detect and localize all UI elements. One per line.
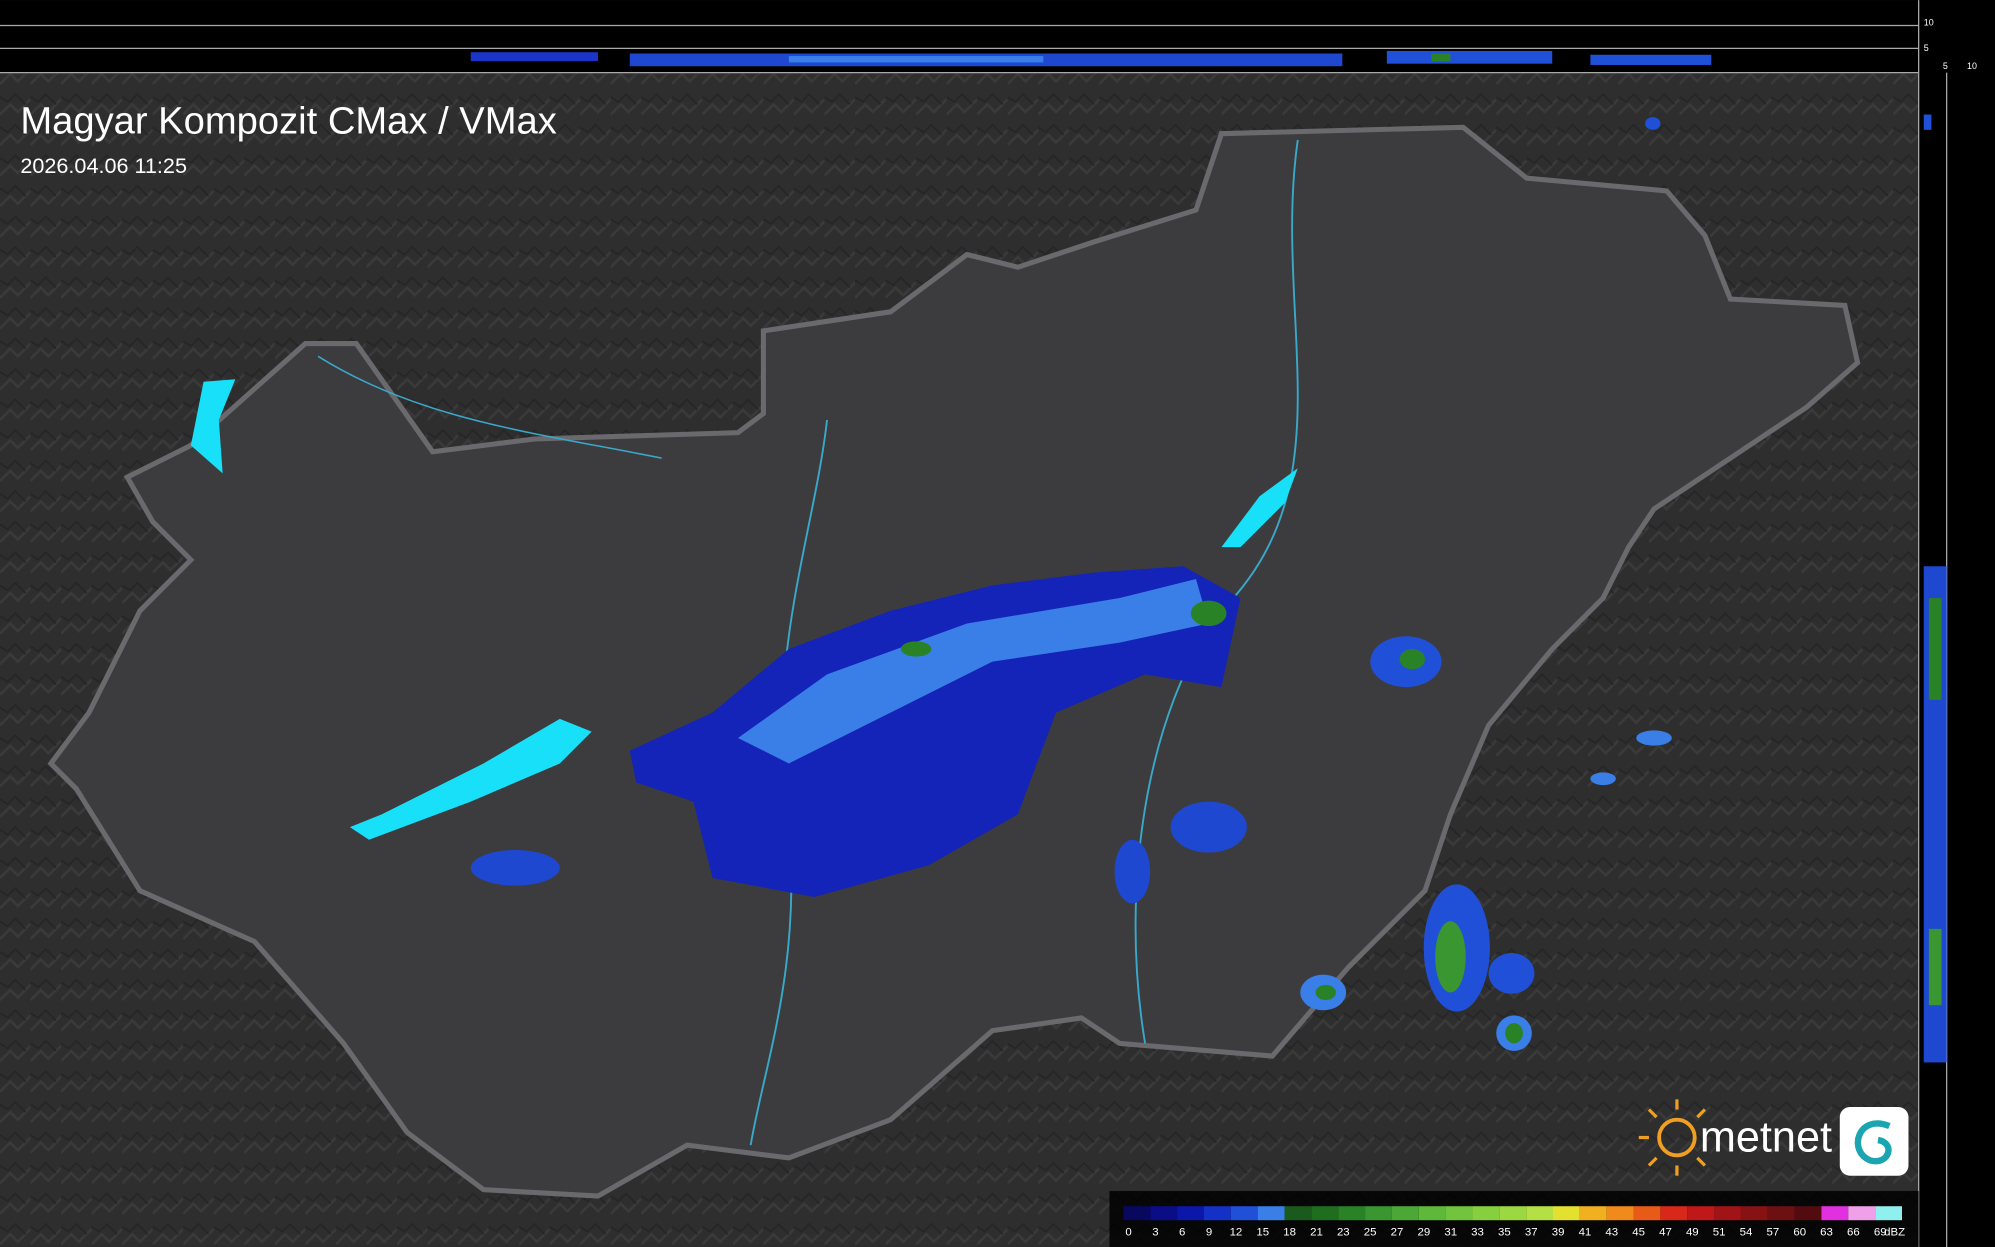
legend-label: 35 [1498, 1226, 1511, 1238]
profile-tick: 5 [1943, 61, 1948, 71]
legend-label: 6 [1179, 1226, 1185, 1238]
legend-swatch [1552, 1206, 1580, 1221]
legend-label: 0 [1125, 1226, 1131, 1238]
map-title: Magyar Kompozit CMax / VMax [20, 100, 556, 143]
legend-swatch [1526, 1206, 1553, 1221]
legend-label: 25 [1364, 1226, 1377, 1238]
legend-label: 37 [1525, 1226, 1538, 1238]
legend-label: 29 [1417, 1226, 1430, 1238]
legend-label: 51 [1713, 1226, 1726, 1238]
legend-swatch [1579, 1206, 1607, 1221]
profile-tick: 10 [1924, 18, 1934, 28]
legend-swatch [1284, 1206, 1312, 1221]
legend-swatch [1365, 1206, 1392, 1221]
legend-swatch [1445, 1206, 1473, 1221]
legend-label: 12 [1230, 1226, 1243, 1238]
legend-swatch [1418, 1206, 1446, 1221]
legend-swatch [1472, 1206, 1500, 1221]
legend-swatch [1499, 1206, 1527, 1221]
legend-label: 18 [1283, 1226, 1296, 1238]
legend-swatch [1203, 1206, 1231, 1221]
legend-label: 66 [1847, 1226, 1860, 1238]
legend-label: 39 [1552, 1226, 1565, 1238]
legend-label: 21 [1310, 1226, 1323, 1238]
legend-label: 43 [1605, 1226, 1618, 1238]
legend-swatch [1311, 1206, 1339, 1221]
legend-swatch [1177, 1206, 1204, 1221]
legend-label: 27 [1391, 1226, 1404, 1238]
legend-swatch [1230, 1206, 1258, 1221]
profile-tick: 5 [1924, 43, 1929, 53]
legend-label: 49 [1686, 1226, 1699, 1238]
legend-label: 57 [1766, 1226, 1779, 1238]
legend-swatch [1687, 1206, 1715, 1221]
legend-label: 23 [1337, 1226, 1350, 1238]
legend-swatch [1794, 1206, 1822, 1221]
legend-swatch [1875, 1206, 1902, 1221]
legend-label: 3 [1152, 1226, 1158, 1238]
lake [349, 718, 592, 840]
legend-swatch [1606, 1206, 1634, 1221]
lake [190, 379, 236, 474]
logo: metnet [1638, 1099, 1909, 1176]
legend-swatch [1150, 1206, 1178, 1221]
legend-swatch [1123, 1206, 1151, 1221]
lake [1221, 468, 1298, 548]
radar-echo [629, 566, 1241, 898]
radar-echo [737, 578, 1209, 764]
legend-swatch [1848, 1206, 1876, 1221]
legend-label: 69 [1874, 1226, 1887, 1238]
logo-text: metnet [1700, 1114, 1832, 1162]
timestamp: 2026.04.06 11:25 [20, 153, 187, 178]
legend-swatch [1633, 1206, 1661, 1221]
legend-label: 41 [1579, 1226, 1592, 1238]
legend-swatch [1821, 1206, 1849, 1221]
legend-label: 9 [1206, 1226, 1212, 1238]
legend-swatch [1660, 1206, 1688, 1221]
legend-label: 60 [1793, 1226, 1806, 1238]
legend-swatch [1740, 1206, 1768, 1221]
legend-swatch [1338, 1206, 1366, 1221]
legend-label: 45 [1632, 1226, 1645, 1238]
legend-label: 63 [1820, 1226, 1833, 1238]
legend-label: 31 [1444, 1226, 1457, 1238]
legend-swatch [1714, 1206, 1741, 1221]
legend-swatch [1257, 1206, 1285, 1221]
legend-swatch [1767, 1206, 1795, 1221]
legend: 0 3 6 9 12 15 18 21 23 25 27 29 31 33 35 37 39 41 43 45 47 49… [1123, 1206, 1905, 1238]
legend-swatch [1391, 1206, 1419, 1221]
legend-label: 47 [1659, 1226, 1672, 1238]
profile-tick: 10 [1967, 61, 1977, 71]
legend-label: 15 [1256, 1226, 1269, 1238]
legend-unit: dBZ [1884, 1226, 1905, 1238]
legend-label: 54 [1740, 1226, 1753, 1238]
legend-label: 33 [1471, 1226, 1484, 1238]
